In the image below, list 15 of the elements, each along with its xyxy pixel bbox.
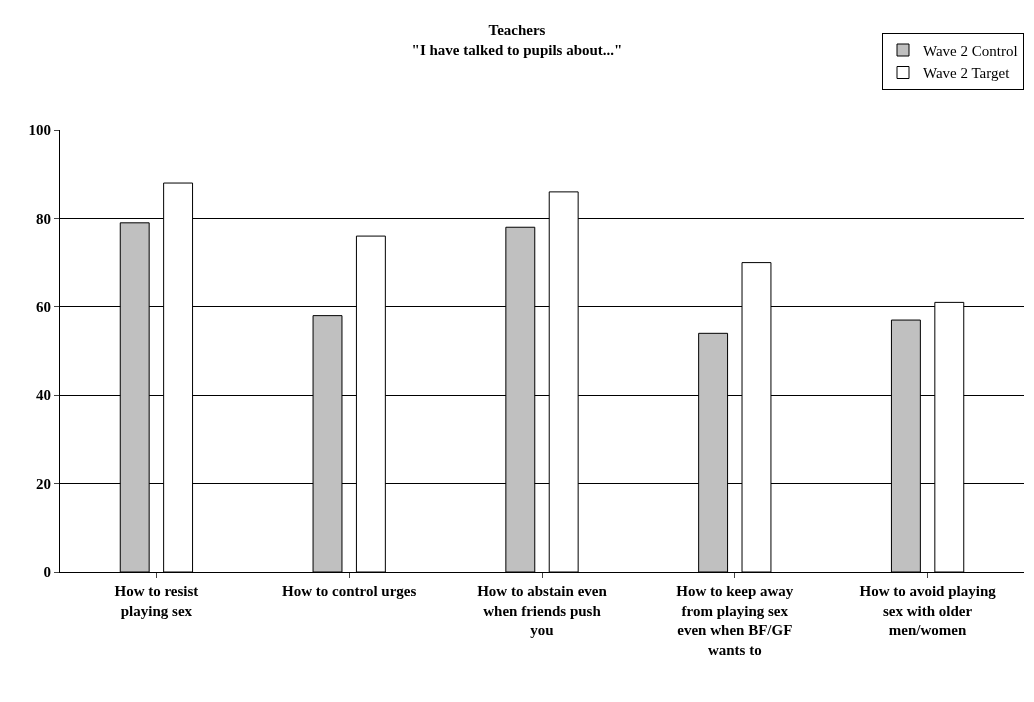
chart-subtitle: "I have talked to pupils about..." [411,41,623,58]
x-tick-label: How to keep away from playing sex even when BF/GF wants to [676,583,794,658]
legend-label: Wave 2 Control [923,42,1018,59]
y-tick-label: 0 [43,564,51,581]
y-tick-label: 100 [28,122,51,139]
y-tick-label: 40 [36,387,51,404]
y-tick-label: 80 [36,210,51,227]
x-tick-label: How to abstain even when friends push you [477,583,608,638]
x-tick-label: How to avoid playing sex with older men/women [859,583,997,638]
chart-title: Teachers [488,22,546,39]
x-tick-label: How to resist playing sex [114,583,199,619]
y-tick-label: 60 [36,299,51,316]
y-tick-label: 20 [36,475,51,492]
legend-label: Wave 2 Target [923,65,1011,82]
x-tick-label: How to control urges [282,583,417,599]
